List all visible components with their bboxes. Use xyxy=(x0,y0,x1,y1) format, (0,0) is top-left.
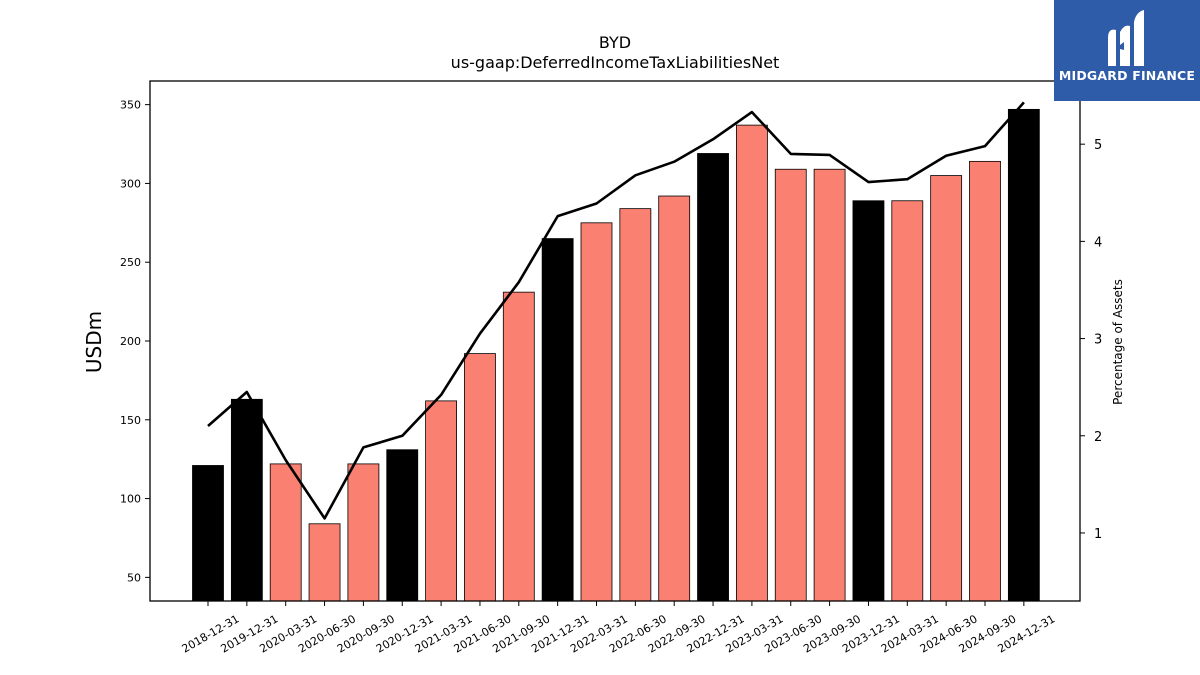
bar xyxy=(891,200,924,602)
y2-axis-ticks: 1 2 3 4 5 xyxy=(1080,138,1102,542)
bar xyxy=(502,291,535,602)
bar xyxy=(852,200,885,602)
midgard-logo-icon xyxy=(1108,10,1144,67)
bar xyxy=(308,523,341,602)
bar xyxy=(969,160,1001,602)
y-tick-label: 100 xyxy=(120,493,141,506)
bar xyxy=(425,400,458,602)
percentage-line xyxy=(207,101,1025,520)
y2-tick-label: 4 xyxy=(1094,235,1102,250)
y-tick-label: 50 xyxy=(127,571,141,584)
y-tick-label: 300 xyxy=(120,177,141,190)
bar xyxy=(386,449,419,602)
bar-series xyxy=(192,108,1040,602)
chart-subtitle: us-gaap:DeferredIncomeTaxLiabilitiesNet xyxy=(451,53,780,72)
y2-tick-label: 2 xyxy=(1094,430,1102,445)
y2-tick-label: 5 xyxy=(1094,138,1102,153)
bar xyxy=(930,175,963,602)
y-tick-label: 250 xyxy=(120,256,141,269)
y-tick-label: 200 xyxy=(120,335,141,348)
chart-title: BYD xyxy=(599,33,631,52)
bar xyxy=(658,195,691,602)
bar xyxy=(541,238,574,602)
y-axis-ticks: 50 100 150 200 250 300 350 xyxy=(120,99,150,584)
bar xyxy=(736,124,768,602)
brand-logo: MIDGARD FINANCE xyxy=(1054,0,1200,101)
y2-tick-label: 3 xyxy=(1094,333,1102,348)
bar xyxy=(580,222,613,602)
bar xyxy=(1007,108,1040,602)
bar xyxy=(192,465,224,602)
x-axis-ticks: 2018-12-312019-12-312020-03-312020-06-30… xyxy=(180,601,1057,656)
y-tick-label: 350 xyxy=(120,99,141,112)
bar xyxy=(774,168,807,602)
y-tick-label: 150 xyxy=(120,414,141,427)
line-series xyxy=(207,101,1025,520)
bar xyxy=(464,353,496,602)
bar xyxy=(697,153,729,602)
bar xyxy=(230,398,263,602)
y-axis-label: USDm xyxy=(82,311,106,373)
y2-axis-label: Percentage of Assets xyxy=(1111,279,1125,405)
bar xyxy=(269,463,302,602)
y2-tick-label: 1 xyxy=(1094,527,1102,542)
logo-text: MIDGARD FINANCE xyxy=(1058,68,1196,83)
bar xyxy=(347,463,380,602)
bar xyxy=(813,168,846,602)
bar xyxy=(619,208,652,602)
